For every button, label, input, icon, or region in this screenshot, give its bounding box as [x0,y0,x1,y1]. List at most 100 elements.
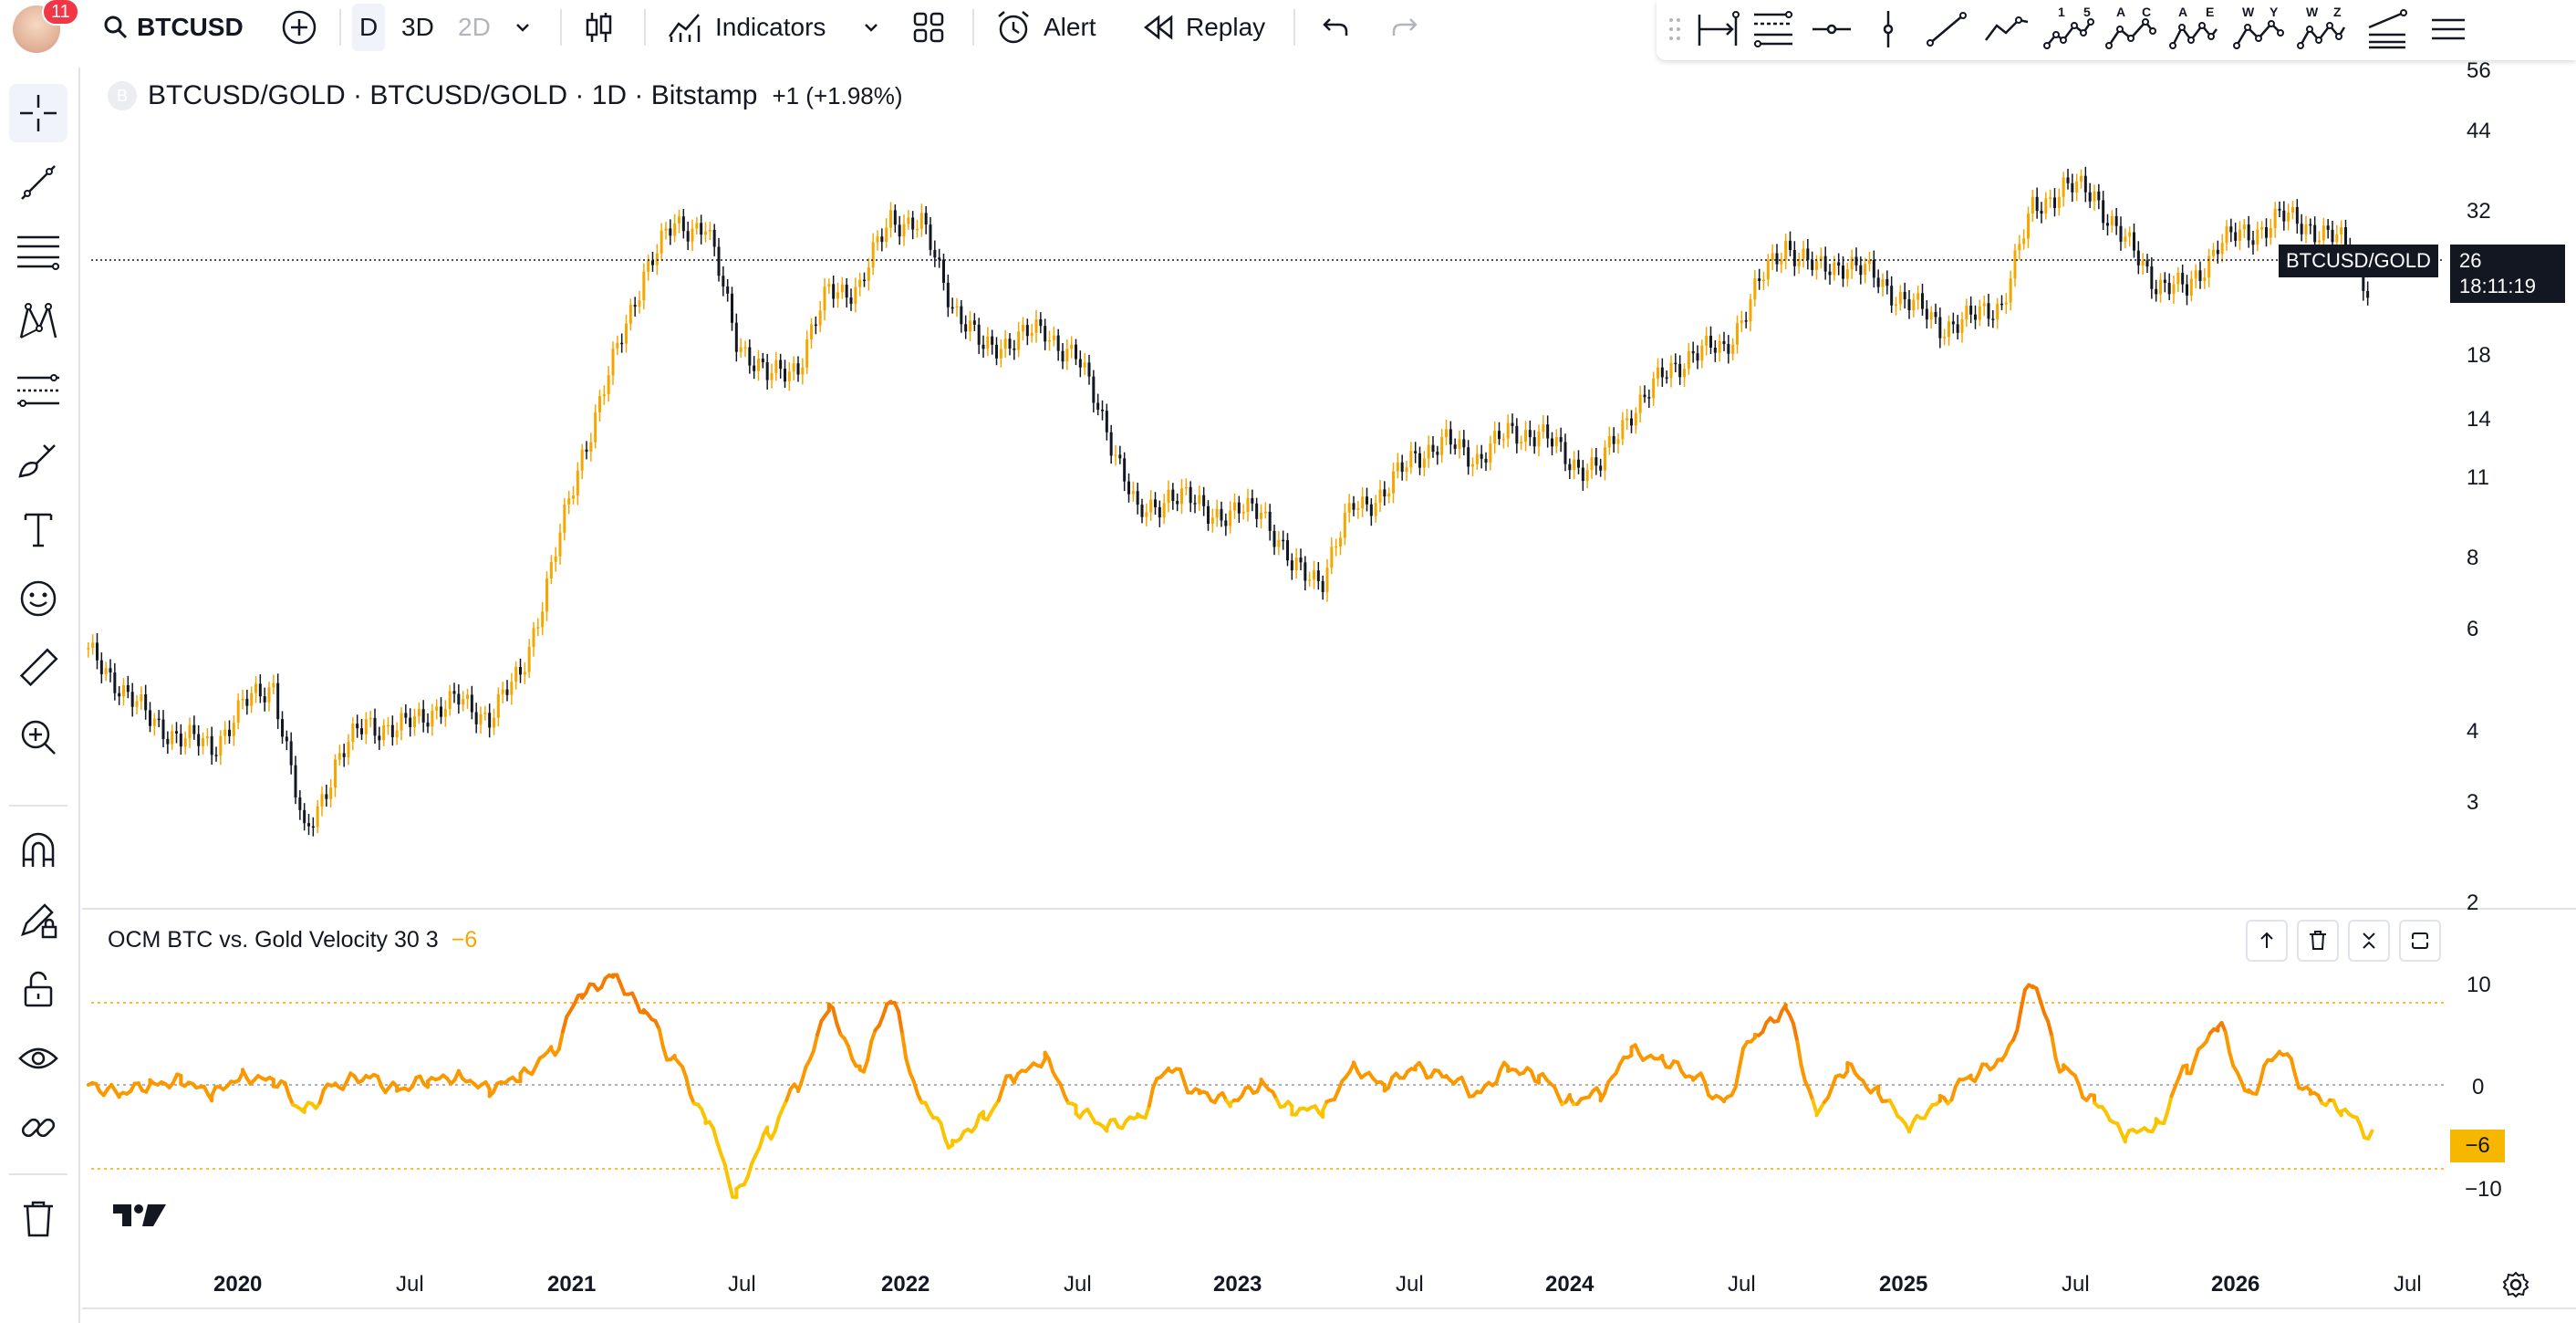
hide-drawings-tool[interactable] [9,1029,68,1088]
candle [1771,244,1774,270]
collapse-pane-button[interactable] [2348,920,2390,962]
brush-icon [18,444,56,478]
forecasting-tool[interactable] [9,361,68,420]
templates-button[interactable] [912,0,945,55]
indicator-segment [784,1087,793,1102]
candle [681,209,685,239]
candle [2053,188,2056,217]
candle [1184,478,1188,495]
sync-drawings-tool[interactable] [9,1099,68,1157]
price-chart[interactable] [82,60,2576,1323]
maximize-pane-button[interactable] [2399,920,2441,962]
date-range-tool[interactable] [1693,4,1744,55]
emoji-tool[interactable] [9,569,68,628]
more-tools-button[interactable] [2423,4,2474,55]
interval-3d[interactable]: 3D [401,13,434,41]
indicator-segment [973,1113,982,1129]
text-tool[interactable] [9,500,68,558]
candle [1687,342,1690,375]
interval-1d[interactable]: D [352,4,386,51]
candle [1061,343,1065,370]
fib-retracement-tool[interactable] [9,223,68,281]
candle [1075,339,1077,366]
undo-button[interactable] [1321,0,1350,55]
candle [628,298,632,331]
indicator-segment [904,1057,912,1075]
symbol-search-button[interactable]: BTCUSD [102,0,244,55]
candle [2114,207,2118,235]
candle [1634,407,1637,434]
elliott-impulse-tool[interactable]: 1 5 [2043,4,2094,55]
symbol-label: BTCUSD [137,13,244,41]
candle [140,686,143,710]
candle [462,691,465,712]
candle [1366,487,1368,512]
y-axis-label: 44 [2467,119,2491,143]
left-toolbar [0,68,80,1323]
lock-drawings-tool[interactable] [9,960,68,1018]
fib-lines-icon [17,235,59,270]
chart-legend[interactable]: B BTCUSD/GOLD · BTCUSD/GOLD · 1D · Bitst… [108,80,903,111]
replay-button[interactable]: Replay [1142,0,1265,55]
pattern-tool[interactable] [9,292,68,350]
candle [765,353,769,390]
elliott-double-combo-tool[interactable]: W Y [2233,4,2284,55]
y-axis-label: 11 [2467,465,2489,490]
indicator-segment [2053,1057,2062,1074]
zoom-tool[interactable] [9,708,68,766]
elliott-triangle-tool[interactable]: A E [2169,4,2220,55]
candle [1881,273,1885,297]
brush-tool[interactable] [9,431,68,489]
chevron-down-icon [516,24,529,32]
candle [1819,247,1823,269]
horizontal-ray-tool[interactable] [1806,4,1857,55]
fib-fan-tool[interactable] [2361,4,2412,55]
chart-type-button[interactable] [582,0,615,55]
redo-button[interactable] [1390,0,1419,55]
y-axis-label: 14 [2467,407,2491,432]
candle [364,712,368,745]
candle [2136,241,2140,275]
delete-pane-button[interactable] [2297,920,2339,962]
elliott-correction-tool[interactable]: A C [2105,4,2156,55]
path-tool[interactable] [1981,4,2032,55]
compare-symbol-button[interactable] [281,0,317,55]
candle [431,703,434,736]
candle [731,286,733,331]
interval-2d[interactable]: 2D [458,13,491,41]
indicators-button[interactable]: Indicators [666,0,826,55]
indicators-dropdown[interactable] [861,0,881,55]
tradingview-logo[interactable] [111,1201,170,1234]
chart-settings-button[interactable] [2501,1270,2530,1304]
candle [1859,256,1863,285]
candle [787,362,791,391]
magnet-mode-tool[interactable] [9,821,68,880]
candle [2326,219,2330,239]
trend-line-tool[interactable] [9,153,68,212]
candle [1162,494,1166,525]
interval-dropdown[interactable] [513,0,533,55]
indicator-legend[interactable]: OCM BTC vs. Gold Velocity 30 3 −6 [108,927,477,953]
indicator-segment [726,1179,735,1199]
measure-tool[interactable] [9,639,68,697]
candle [849,288,853,311]
vertical-line-tool[interactable] [1863,4,1914,55]
remove-drawings-tool[interactable] [9,1190,68,1248]
move-pane-up-button[interactable] [2246,920,2288,962]
drag-handle-icon[interactable] [1662,4,1688,55]
fib-retracement-tool[interactable] [1748,4,1799,55]
candle [1960,312,1964,343]
candle [1480,444,1483,469]
crosshair-tool[interactable] [9,84,68,142]
candle [1493,421,1497,453]
candle [1784,234,1788,270]
alert-button[interactable]: Alert [994,0,1096,55]
separator [560,9,562,46]
trend-line-tool[interactable] [1921,4,1972,55]
elliott-triple-combo-tool[interactable]: W Z [2297,4,2348,55]
candle [1956,315,1959,339]
candle [1039,312,1043,334]
candle [1154,492,1157,516]
y-axis-label: 8 [2467,546,2479,570]
drawing-mode-tool[interactable] [9,891,68,949]
